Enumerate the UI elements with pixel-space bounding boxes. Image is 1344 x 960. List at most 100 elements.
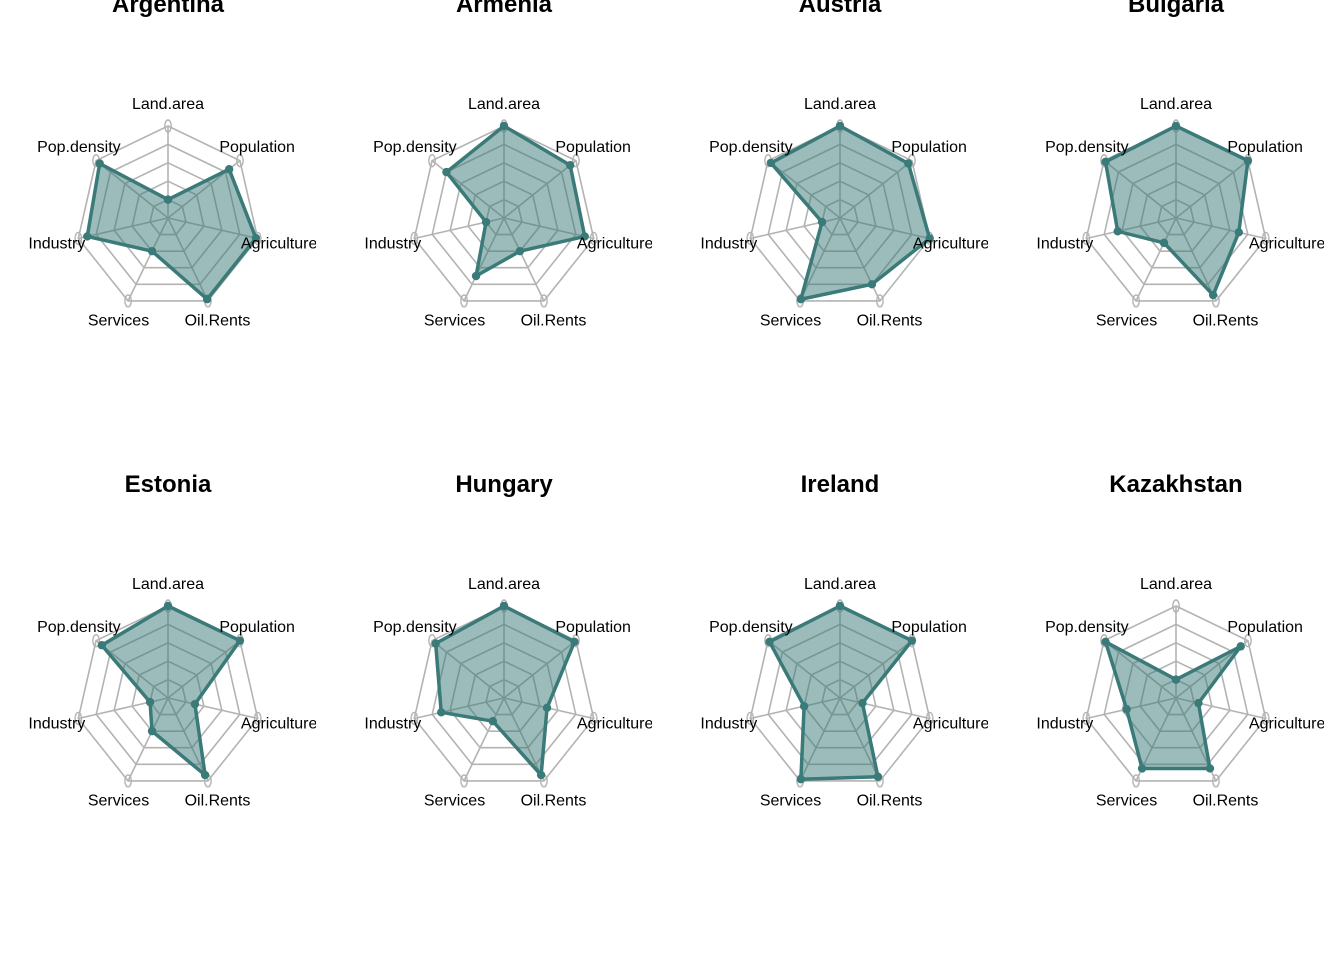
axis-label-industry: Industry — [364, 235, 421, 252]
data-point-pop-density — [431, 639, 440, 648]
data-point-land-area — [499, 601, 509, 611]
axis-end-marker — [1261, 231, 1270, 246]
axis-end-marker — [236, 153, 244, 168]
data-point-industry — [1113, 227, 1122, 236]
data-point-population — [1236, 642, 1245, 651]
grid-ring — [95, 623, 241, 766]
axis-label-oil-rents: Oil.Rents — [185, 313, 251, 330]
data-point-industry — [1122, 705, 1131, 714]
data-series-area — [1103, 124, 1250, 297]
axis-end-marker — [540, 294, 548, 308]
data-point-oil-rents — [200, 770, 210, 780]
axis-label-population: Population — [1227, 139, 1303, 156]
axis-label-land-area: Land.area — [468, 576, 540, 593]
axis-label-agriculture: Agriculture — [913, 235, 990, 252]
axis-label-oil-rents: Oil.Rents — [185, 793, 251, 810]
radar-panel-hungary: Hungary Land.area Population Agriculture Oil… — [364, 471, 652, 810]
radar-panel-ireland: Ireland Land.area Population Agriculture Oil… — [700, 471, 988, 810]
data-point-agriculture — [1234, 228, 1243, 237]
axis-label-pop-density: Pop.density — [1045, 139, 1129, 156]
data-point-population — [565, 161, 575, 170]
axis-label-land-area: Land.area — [1140, 576, 1212, 593]
axis-label-population: Population — [219, 139, 295, 156]
data-point-industry — [817, 217, 827, 227]
axis-label-oil-rents: Oil.Rents — [1193, 793, 1259, 810]
panel-title: Austria — [799, 0, 882, 18]
axis-end-marker — [74, 711, 83, 726]
radar-panel-armenia: Armenia Land.area Population Agriculture Oil… — [364, 0, 654, 330]
data-series-area — [1103, 640, 1243, 771]
axis-end-marker — [1082, 711, 1091, 726]
data-point-pop-density — [95, 159, 104, 168]
data-point-land-area — [1171, 121, 1181, 131]
data-point-population — [1243, 156, 1253, 165]
data-point-pop-density — [1101, 637, 1110, 646]
data-point-pop-density — [97, 641, 107, 650]
axis-label-agriculture: Agriculture — [1249, 235, 1326, 252]
data-point-agriculture — [251, 233, 261, 243]
axis-end-marker — [1244, 633, 1252, 648]
axis-label-industry: Industry — [28, 235, 85, 252]
axis-label-pop-density: Pop.density — [373, 619, 457, 636]
axis-label-pop-density: Pop.density — [1045, 619, 1129, 636]
axis-label-oil-rents: Oil.Rents — [857, 793, 923, 810]
data-series-area — [767, 604, 914, 781]
data-point-population — [907, 636, 917, 645]
axis-label-agriculture: Agriculture — [577, 235, 654, 252]
axis-label-pop-density: Pop.density — [709, 139, 793, 156]
data-point-services — [796, 295, 806, 304]
axis-label-pop-density: Pop.density — [709, 619, 793, 636]
axis-end-marker — [74, 231, 83, 246]
axis-label-agriculture: Agriculture — [1249, 715, 1326, 732]
data-point-industry — [481, 217, 491, 227]
grid-ring — [1085, 125, 1267, 302]
axis-end-marker — [572, 153, 580, 168]
data-series-area — [769, 124, 932, 301]
data-point-land-area — [835, 601, 845, 611]
data-point-land-area — [1171, 675, 1181, 684]
axis-label-services: Services — [88, 793, 149, 810]
radar-panel-argentina: Argentina Land.area Population Agriculture O… — [28, 0, 316, 330]
axis-end-marker — [746, 231, 755, 246]
axis-end-marker — [925, 711, 934, 726]
data-point-agriculture — [858, 698, 867, 708]
data-point-land-area — [499, 121, 509, 131]
axis-label-oil-rents: Oil.Rents — [521, 793, 587, 810]
axis-end-marker — [124, 294, 132, 308]
axis-label-services: Services — [1096, 313, 1157, 330]
axis-end-marker — [460, 774, 468, 788]
axis-label-population: Population — [555, 619, 631, 636]
grid-ring — [413, 605, 595, 782]
axis-label-industry: Industry — [700, 715, 757, 732]
axis-end-marker — [1212, 774, 1220, 788]
axis-end-marker — [1132, 774, 1140, 788]
data-point-services — [147, 726, 157, 736]
data-point-agriculture — [580, 232, 589, 241]
grid-ring — [1085, 605, 1267, 782]
axis-label-services: Services — [760, 313, 821, 330]
data-point-services — [147, 246, 157, 256]
axis-end-marker — [1132, 294, 1140, 308]
data-point-industry — [145, 697, 155, 707]
data-point-agriculture — [190, 699, 200, 709]
axis-label-land-area: Land.area — [804, 576, 876, 593]
data-point-services — [488, 717, 498, 726]
axis-end-marker — [746, 711, 755, 726]
axis-label-population: Population — [891, 139, 967, 156]
panel-title: Armenia — [456, 0, 553, 18]
axis-label-population: Population — [891, 619, 967, 636]
axis-end-marker — [253, 711, 262, 726]
data-point-population — [235, 636, 245, 645]
grid-ring — [413, 125, 595, 302]
axis-label-agriculture: Agriculture — [241, 715, 318, 732]
grid-ring — [77, 125, 259, 302]
axis-end-marker — [1172, 599, 1180, 613]
data-point-pop-density — [1101, 157, 1110, 166]
axis-end-marker — [589, 711, 598, 726]
data-point-services — [1137, 764, 1147, 773]
axis-label-land-area: Land.area — [132, 96, 204, 113]
grid-ring — [749, 605, 931, 782]
radar-panel-austria: Austria Land.area Population Agriculture Oil… — [700, 0, 990, 330]
data-point-industry — [799, 701, 809, 711]
